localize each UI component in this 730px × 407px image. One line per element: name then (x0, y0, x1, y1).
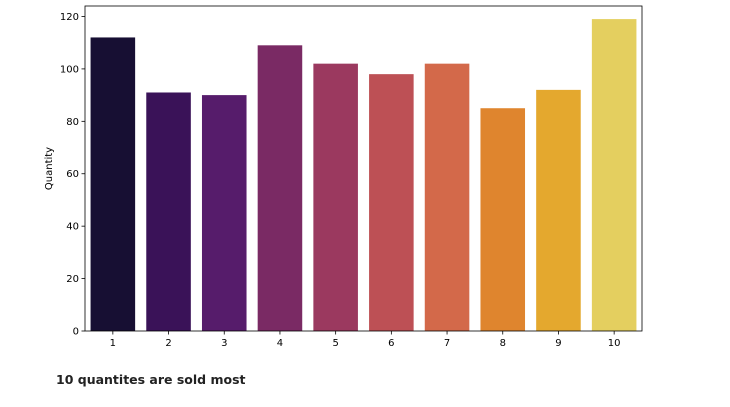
bar-1 (90, 37, 136, 331)
bar-chart: 0 20 40 60 80 100 120 1 2 3 4 5 6 7 8 9 10 Quantity (44, 5, 643, 349)
x-tick-label: 7 (444, 338, 450, 349)
bar-4 (257, 45, 303, 332)
x-tick-label: 2 (165, 338, 171, 349)
y-axis-label: Quantity (44, 147, 55, 190)
chart-caption: 10 quantites are sold most (56, 372, 246, 387)
bar-3 (201, 95, 247, 331)
x-tick-label: 5 (332, 338, 338, 349)
y-tick-label: 20 (66, 274, 79, 285)
y-tick-label: 80 (66, 117, 79, 128)
y-tick-label: 0 (73, 327, 79, 338)
y-tick-label: 40 (66, 222, 79, 233)
bar-7 (424, 63, 470, 331)
bar-10 (591, 19, 637, 331)
x-axis: 1 2 3 4 5 6 7 8 9 10 (110, 331, 621, 349)
x-tick-label: 1 (110, 338, 116, 349)
bar-8 (480, 108, 526, 331)
bar-9 (536, 89, 581, 332)
y-axis: 0 20 40 60 80 100 120 (60, 12, 85, 338)
x-tick-label: 10 (608, 338, 621, 349)
x-tick-label: 8 (500, 338, 506, 349)
bar-5 (313, 63, 358, 331)
y-tick-label: 120 (60, 12, 79, 23)
bar-6 (369, 74, 414, 332)
y-tick-label: 60 (66, 169, 79, 180)
plot-frame (84, 5, 643, 332)
x-tick-label: 9 (555, 338, 561, 349)
x-tick-label: 3 (221, 338, 227, 349)
bar-2 (146, 92, 191, 332)
x-tick-label: 6 (388, 338, 394, 349)
x-tick-label: 4 (277, 338, 283, 349)
y-tick-label: 100 (60, 64, 79, 75)
bars-layer (90, 19, 637, 332)
